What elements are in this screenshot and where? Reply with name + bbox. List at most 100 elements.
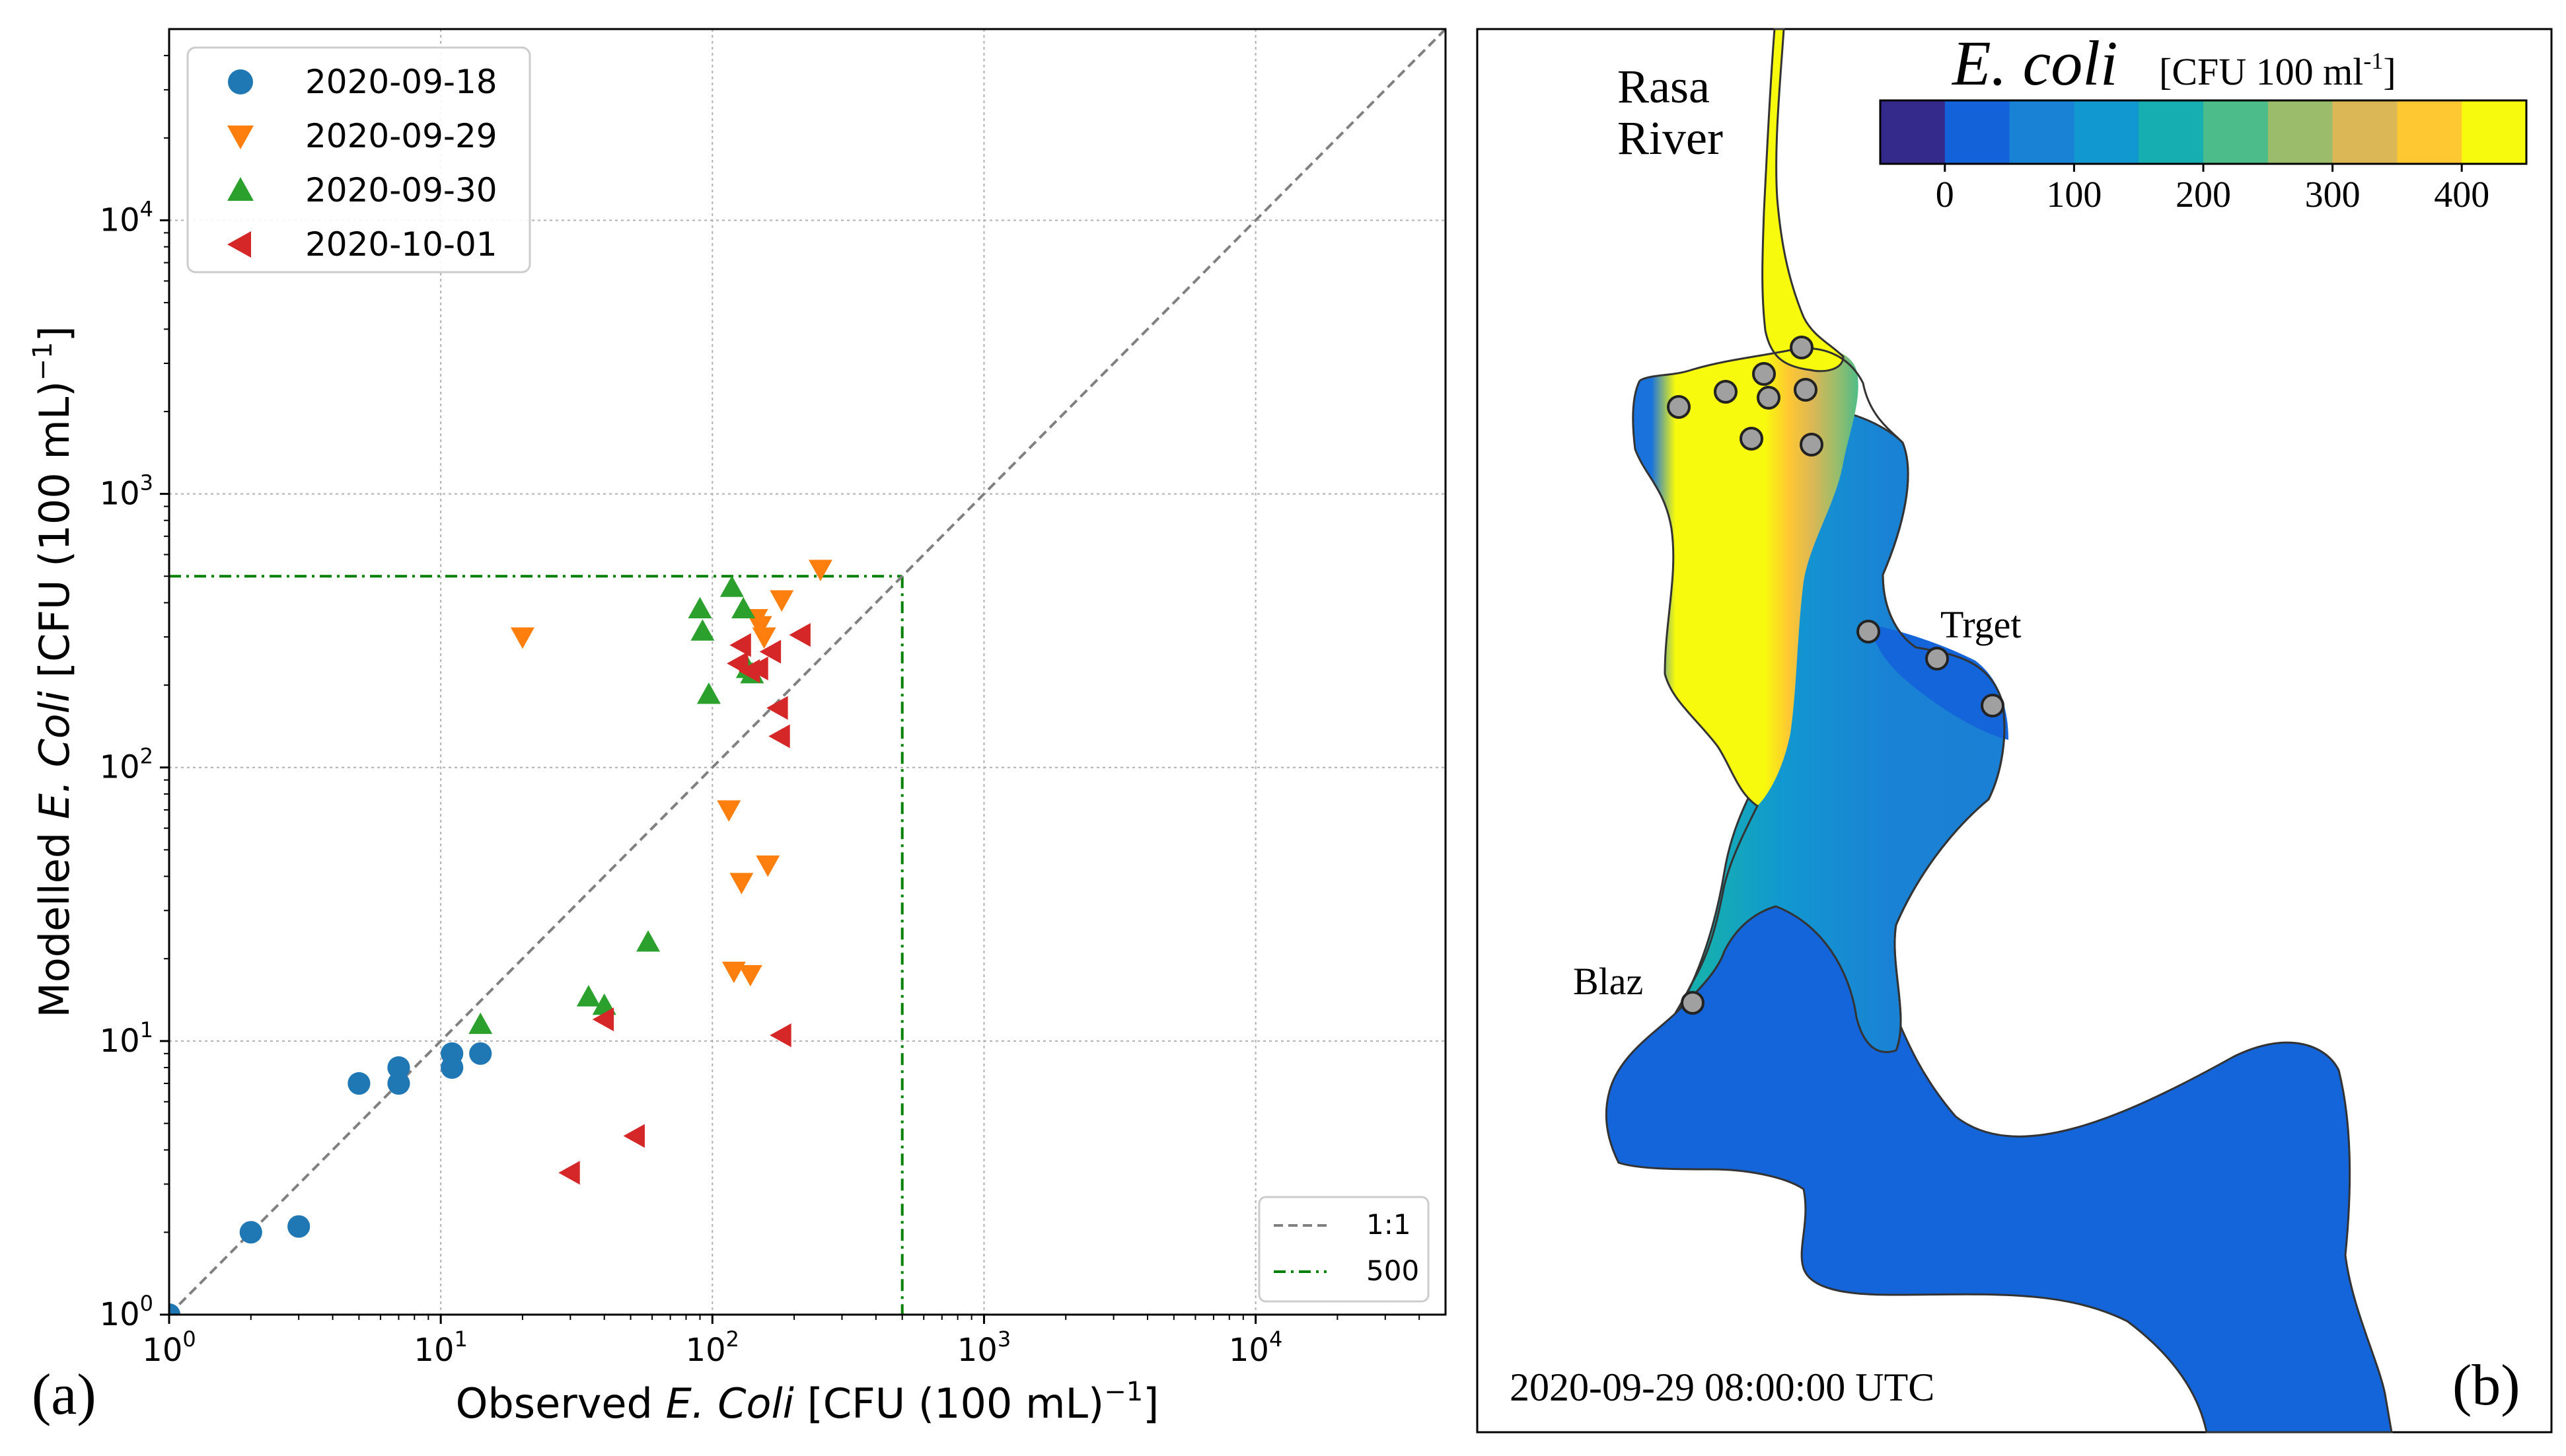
colorbar-title: E. coli <box>1951 28 2118 98</box>
colorbar-swatch <box>2267 100 2333 164</box>
station-marker-trget <box>1925 647 1949 671</box>
lower-bay-area <box>1605 904 2393 1434</box>
legend-label-1to1: 1:1 <box>1366 1208 1411 1241</box>
y-tick-label: 101 <box>100 1017 153 1060</box>
colorbar-swatch <box>2397 100 2462 164</box>
point-2020-09-30 <box>696 682 721 704</box>
timestamp: 2020-09-29 08:00:00 UTC <box>1510 1365 1934 1409</box>
legend-label-2020-09-18: 2020-09-18 <box>305 63 497 101</box>
point-2020-09-18 <box>348 1072 371 1095</box>
east-shoreline <box>1639 347 2006 1051</box>
sampling-stations <box>1667 336 2004 1015</box>
point-2020-09-18 <box>469 1042 492 1065</box>
y-tick-label: 103 <box>100 470 153 513</box>
station-marker <box>1856 620 1880 643</box>
reference-legend-box <box>1258 1196 1430 1303</box>
panel-b-label: (b) <box>2452 1354 2520 1418</box>
station-marker <box>1800 433 1823 456</box>
legend: 2020-09-18 2020-09-29 2020-09-30 2020-10-01 <box>186 46 531 273</box>
point-2020-09-29 <box>738 965 762 987</box>
point-2020-09-30 <box>731 597 756 619</box>
rasa-river-channel <box>1761 28 1845 373</box>
station-marker <box>1667 395 1691 419</box>
colorbar-tick-label: 0 <box>1936 174 1954 215</box>
legend-marker-2020-09-30 <box>227 177 254 201</box>
colorbar-tick-label: 300 <box>2305 174 2361 215</box>
river-label-line2: River <box>1617 112 1723 164</box>
point-2020-09-30 <box>576 985 601 1007</box>
x-tick-label: 104 <box>1229 1327 1282 1369</box>
point-2020-10-01 <box>592 1007 614 1032</box>
point-2020-10-01 <box>747 656 768 680</box>
point-2020-09-30 <box>468 1012 493 1035</box>
colorbar-swatch <box>2074 100 2139 164</box>
point-2020-10-01 <box>558 1161 580 1185</box>
colorbar: E. coli [CFU 100 ml-1] 0 100 200 300 400 <box>1879 28 2528 215</box>
point-2020-09-29 <box>756 855 780 877</box>
x-tick-label: 100 <box>142 1327 196 1369</box>
x-tick-label: 103 <box>957 1327 1011 1369</box>
river-label-line1: Rasa <box>1617 60 1710 113</box>
trget-cove <box>1870 624 2008 740</box>
legend-marker-2020-09-18 <box>228 69 253 94</box>
point-2020-09-29 <box>808 560 832 581</box>
point-2020-10-01 <box>766 696 788 720</box>
legend-box <box>186 46 531 273</box>
point-2020-09-29 <box>729 873 754 894</box>
station-marker <box>1740 427 1763 451</box>
plot-frame <box>168 28 1447 1316</box>
point-2020-09-18 <box>387 1056 410 1079</box>
legend-marker-2020-09-29 <box>227 126 254 149</box>
x-tick-label: 102 <box>686 1327 739 1369</box>
point-2020-10-01 <box>789 623 811 647</box>
colorbar-units: [CFU 100 ml-1] <box>2159 48 2396 93</box>
colorbar-swatch <box>2009 100 2074 164</box>
colorbar-tick-label: 400 <box>2434 174 2489 215</box>
point-2020-09-29 <box>510 627 534 649</box>
x-tick-label: 101 <box>414 1327 467 1369</box>
reference-legend: 1:1 500 <box>1258 1196 1430 1303</box>
legend-label-2020-09-30: 2020-09-30 <box>305 171 497 209</box>
colorbar-swatch <box>2332 100 2398 164</box>
point-2020-10-01 <box>623 1124 645 1148</box>
station-marker <box>1790 336 1814 359</box>
panel-a-label: (a) <box>32 1363 96 1427</box>
point-2020-09-29 <box>717 800 741 822</box>
point-2020-09-30 <box>636 930 661 952</box>
station-marker <box>1794 378 1817 402</box>
point-2020-09-18 <box>169 1303 181 1315</box>
colorbar-tick-label: 100 <box>2046 174 2102 215</box>
threshold-lines <box>169 575 904 1315</box>
point-2020-10-01 <box>729 633 751 657</box>
station-label-trget: Trget <box>1940 603 2022 646</box>
station-marker <box>1981 694 2004 717</box>
legend-label-2020-09-29: 2020-09-29 <box>305 117 497 155</box>
data-points <box>169 560 832 1315</box>
point-2020-09-30 <box>688 597 712 619</box>
point-2020-09-18 <box>287 1215 311 1238</box>
colorbar-swatch <box>1944 100 2010 164</box>
legend-label-2020-10-01: 2020-10-01 <box>305 225 497 264</box>
west-shoreline <box>1632 380 1759 1015</box>
y-axis-label: Modelled E. Coli [CFU (100 mL)−1] <box>28 326 79 1017</box>
colorbar-swatch <box>2139 100 2204 164</box>
point-2020-09-30 <box>690 619 715 641</box>
colorbar-swatch <box>2203 100 2269 164</box>
point-2020-09-18 <box>239 1221 262 1244</box>
one-to-one-diagonal <box>169 29 1446 1315</box>
point-2020-09-29 <box>770 590 794 612</box>
panel-b-map: Trget Blaz Rasa River E. coli [CFU 100 m… <box>1476 28 2553 1434</box>
y-tick-label: 104 <box>100 196 153 238</box>
point-2020-09-18 <box>387 1072 410 1095</box>
y-tick-label: 100 <box>100 1291 153 1333</box>
station-marker <box>1714 380 1738 404</box>
legend-marker-2020-10-01 <box>227 231 251 258</box>
point-2020-09-30 <box>719 575 744 597</box>
one-to-one-line <box>169 29 1446 1315</box>
legend-label-500: 500 <box>1366 1255 1419 1287</box>
station-marker <box>1752 362 1776 386</box>
station-marker-blaz <box>1681 991 1705 1015</box>
